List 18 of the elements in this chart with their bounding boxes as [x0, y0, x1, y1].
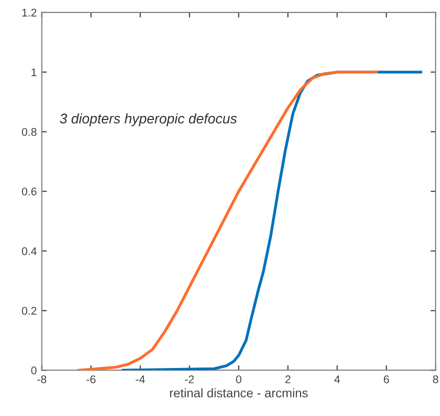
- y-tick-label: 0.6: [22, 188, 36, 196]
- y-tick-label: 0: [31, 366, 37, 374]
- x-tick-label: -8: [37, 375, 46, 384]
- y-tick-label: 0.4: [22, 247, 37, 256]
- x-tick-label: 2: [285, 375, 290, 384]
- x-tick-label: -4: [136, 376, 145, 384]
- x-tick-label: -2: [185, 375, 194, 384]
- x-tick-label: 8: [432, 375, 438, 384]
- y-tick-label: 0.8: [22, 128, 36, 136]
- x-tick-label: -6: [86, 375, 96, 384]
- y-tick-label: 1: [32, 68, 36, 76]
- y-tick-label: 0.2: [22, 306, 36, 315]
- x-tick-label: 0: [236, 375, 242, 384]
- x-axis-title: retinal distance - arcmins: [170, 388, 308, 398]
- annotation: 3 diopters hyperopic defocus: [60, 113, 237, 126]
- x-tick-label: 6: [384, 375, 389, 384]
- y-tick-label: 1.2: [22, 8, 36, 17]
- x-tick-label: 4: [334, 376, 340, 384]
